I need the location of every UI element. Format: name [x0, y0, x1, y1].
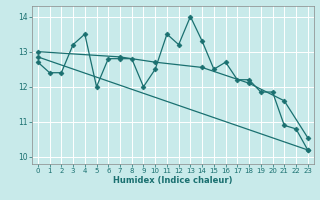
X-axis label: Humidex (Indice chaleur): Humidex (Indice chaleur): [113, 176, 233, 185]
